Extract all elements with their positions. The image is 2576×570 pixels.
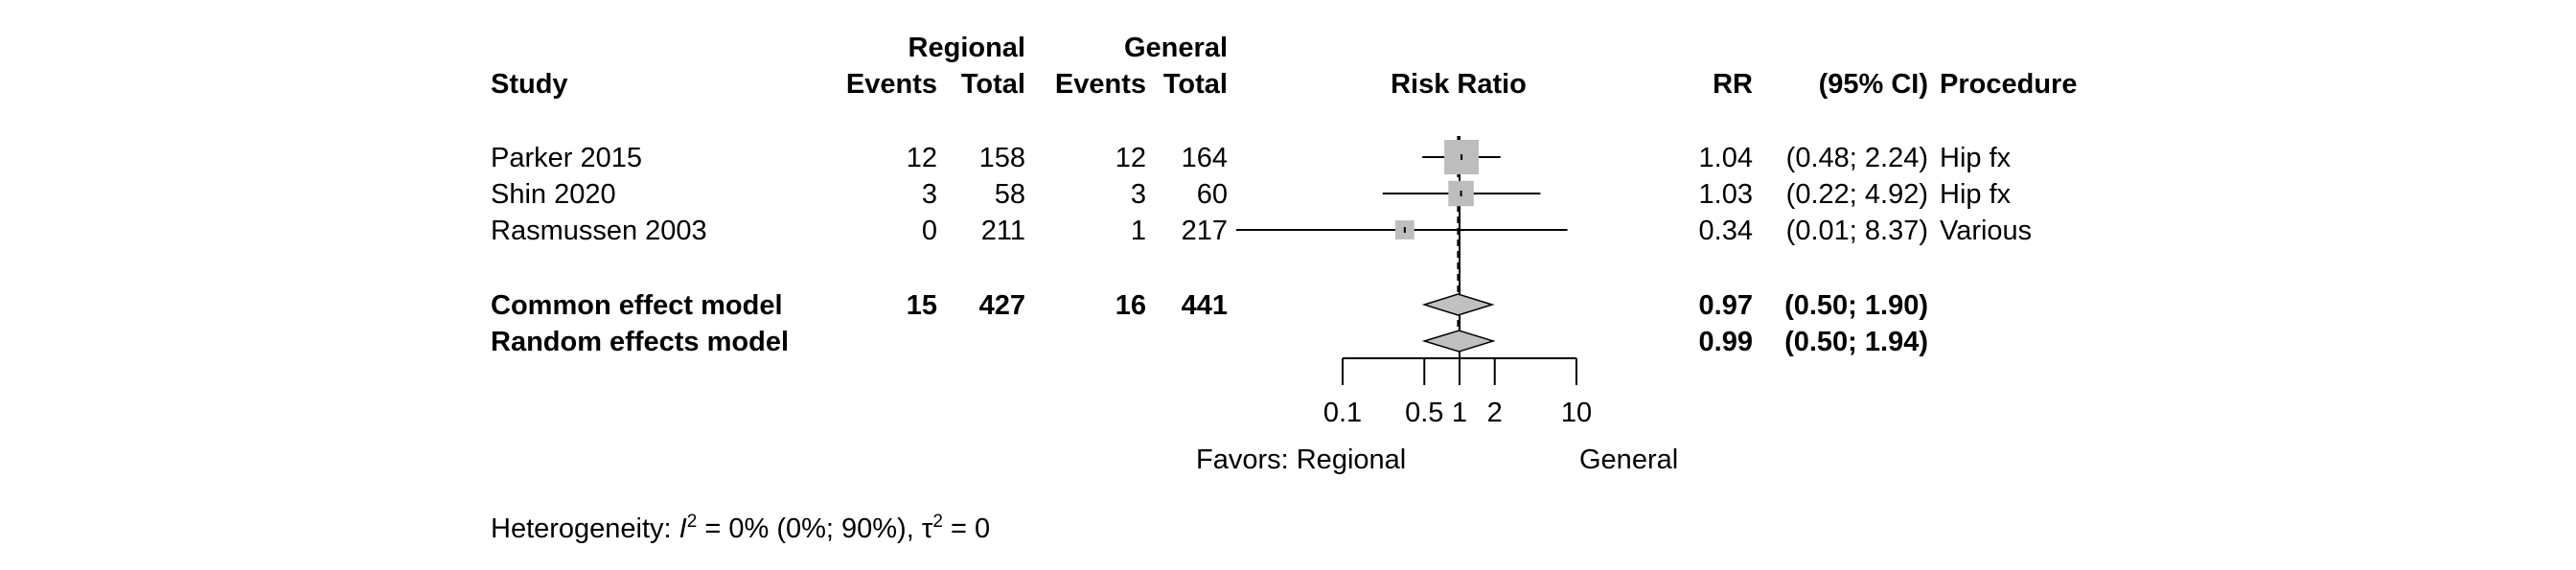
procedure: Hip fx (1940, 179, 2012, 210)
ci-value: (0.48; 2.24) (1786, 143, 1928, 173)
model-name: Random effects model (491, 327, 789, 357)
study-name: Rasmussen 2003 (491, 216, 707, 246)
events-regional: 3 (922, 179, 937, 210)
i2-superscript: 2 (687, 512, 698, 532)
favors-left-label: Favors: Regional (1196, 445, 1406, 475)
ci-value: (0.22; 4.92) (1786, 179, 1928, 210)
column-headers: Regional General Study Events Total Even… (491, 33, 2077, 100)
events-general: 16 (1116, 290, 1146, 321)
rr-value: 0.99 (1699, 327, 1753, 357)
events-general: 12 (1116, 143, 1146, 173)
x-tick-label: 0.5 (1405, 398, 1443, 428)
rr-value: 1.03 (1699, 179, 1753, 210)
total-general: 441 (1182, 290, 1228, 321)
events-regional: 0 (922, 216, 937, 246)
header-events-regional: Events (846, 69, 937, 100)
rr-value: 1.04 (1699, 143, 1753, 173)
x-tick-label: 10 (1561, 398, 1592, 428)
x-tick-label: 0.1 (1323, 398, 1362, 428)
tau-superscript: 2 (932, 512, 943, 532)
heterogeneity-text: Heterogeneity: I2 = 0% (0%; 90%), τ2 = 0 (491, 512, 990, 544)
header-procedure: Procedure (1940, 69, 2077, 100)
header-ci: (95% CI) (1819, 69, 1928, 100)
pooled-diamond (1421, 293, 1495, 316)
events-general: 1 (1131, 216, 1146, 246)
study-row-2: Shin 2020 3 58 3 60 1.03 (0.22; 4.92) Hi… (491, 179, 2012, 210)
header-total-general: Total (1163, 69, 1228, 100)
x-tick-label: 2 (1487, 398, 1503, 428)
random-effects-row: Random effects model 0.99 (0.50; 1.94) (491, 327, 1928, 357)
heterogeneity-prefix: Heterogeneity: (491, 513, 679, 544)
total-regional: 211 (981, 216, 1025, 246)
header-group-general: General (1124, 33, 1228, 63)
model-name: Common effect model (491, 290, 783, 321)
ci-value: (0.50; 1.94) (1784, 327, 1928, 357)
total-general: 217 (1182, 216, 1228, 246)
x-tick-label: 1 (1452, 398, 1467, 428)
tau-symbol: τ (922, 513, 933, 544)
study-name: Shin 2020 (491, 179, 616, 210)
header-rr: RR (1713, 69, 1753, 100)
rr-value: 0.97 (1699, 290, 1753, 321)
header-risk-ratio: Risk Ratio (1391, 69, 1527, 100)
events-general: 3 (1131, 179, 1146, 210)
i2-symbol: I (679, 513, 687, 544)
pooled-diamond (1421, 330, 1496, 353)
header-total-regional: Total (961, 69, 1025, 100)
favors-right-label: General (1579, 445, 1678, 475)
rr-value: 0.34 (1699, 216, 1753, 246)
header-events-general: Events (1055, 69, 1146, 100)
total-regional: 158 (979, 143, 1025, 173)
study-row-1: Parker 2015 12 158 12 164 1.04 (0.48; 2.… (491, 143, 2012, 173)
total-general: 60 (1197, 179, 1228, 210)
total-regional: 58 (995, 179, 1025, 210)
header-study: Study (491, 69, 568, 100)
study-row-3: Rasmussen 2003 0 211 1 217 0.34 (0.01; 8… (491, 216, 2032, 246)
procedure: Hip fx (1940, 143, 2012, 173)
ci-value: (0.01; 8.37) (1786, 216, 1928, 246)
procedure: Various (1940, 216, 2032, 246)
events-regional: 12 (907, 143, 937, 173)
tau-value: = 0 (943, 513, 990, 544)
total-general: 164 (1182, 143, 1228, 173)
plot-area: 0.1 0.5 1 2 10 (1236, 136, 1592, 428)
header-group-regional: Regional (908, 33, 1025, 63)
i2-value: = 0% (0%; 90%), (697, 513, 922, 544)
total-regional: 427 (979, 290, 1025, 321)
ci-value: (0.50; 1.90) (1784, 290, 1928, 321)
study-name: Parker 2015 (491, 143, 642, 173)
common-effect-row: Common effect model 15 427 16 441 0.97 (… (491, 290, 1928, 321)
events-regional: 15 (907, 290, 937, 321)
